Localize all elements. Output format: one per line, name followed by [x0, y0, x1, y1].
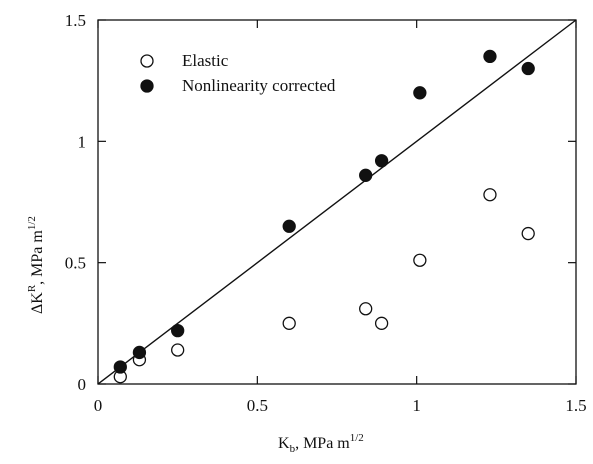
point-nonlinearity-corrected [132, 345, 147, 360]
point-elastic [521, 226, 535, 241]
point-nonlinearity-corrected [374, 154, 389, 168]
legend-marker-corrected [140, 79, 154, 93]
tick-labels: 0 0.5 1 1.5 0 0.5 1 1.5 [65, 11, 587, 415]
point-nonlinearity-corrected [282, 219, 296, 233]
point-nonlinearity-corrected [171, 323, 185, 338]
y-tick-label: 0.5 [65, 254, 86, 273]
y-tick-label: 1.5 [65, 11, 86, 30]
plot-frame [97, 19, 577, 385]
legend: Elastic Nonlinearity corrected [140, 51, 336, 95]
y-tick-label: 1 [78, 132, 87, 151]
point-nonlinearity-corrected [359, 168, 373, 182]
point-elastic [171, 343, 185, 357]
x-tick-label: 0.5 [247, 396, 268, 415]
x-tick-label: 0 [94, 396, 103, 415]
data-markers [113, 49, 535, 384]
point-elastic [282, 316, 296, 330]
x-tick-label: 1.5 [565, 396, 586, 415]
axis-ticks [97, 19, 577, 385]
legend-label-elastic: Elastic [182, 51, 229, 70]
legend-label-corrected: Nonlinearity corrected [182, 76, 336, 95]
reference-line [97, 19, 577, 385]
legend-marker-elastic [140, 54, 154, 68]
point-nonlinearity-corrected [413, 86, 427, 100]
point-elastic [359, 302, 373, 316]
y-tick-label: 0 [78, 375, 87, 394]
x-axis-label: Kb, MPa m1/2 [278, 432, 364, 455]
point-nonlinearity-corrected [113, 360, 127, 374]
y-axis-label: ΔKR, MPa m1/2 [26, 216, 46, 314]
point-nonlinearity-corrected [521, 61, 535, 76]
point-elastic [413, 253, 427, 267]
point-nonlinearity-corrected [483, 49, 497, 64]
x-tick-label: 1 [412, 396, 421, 415]
point-elastic [374, 316, 389, 330]
point-elastic [483, 188, 497, 202]
